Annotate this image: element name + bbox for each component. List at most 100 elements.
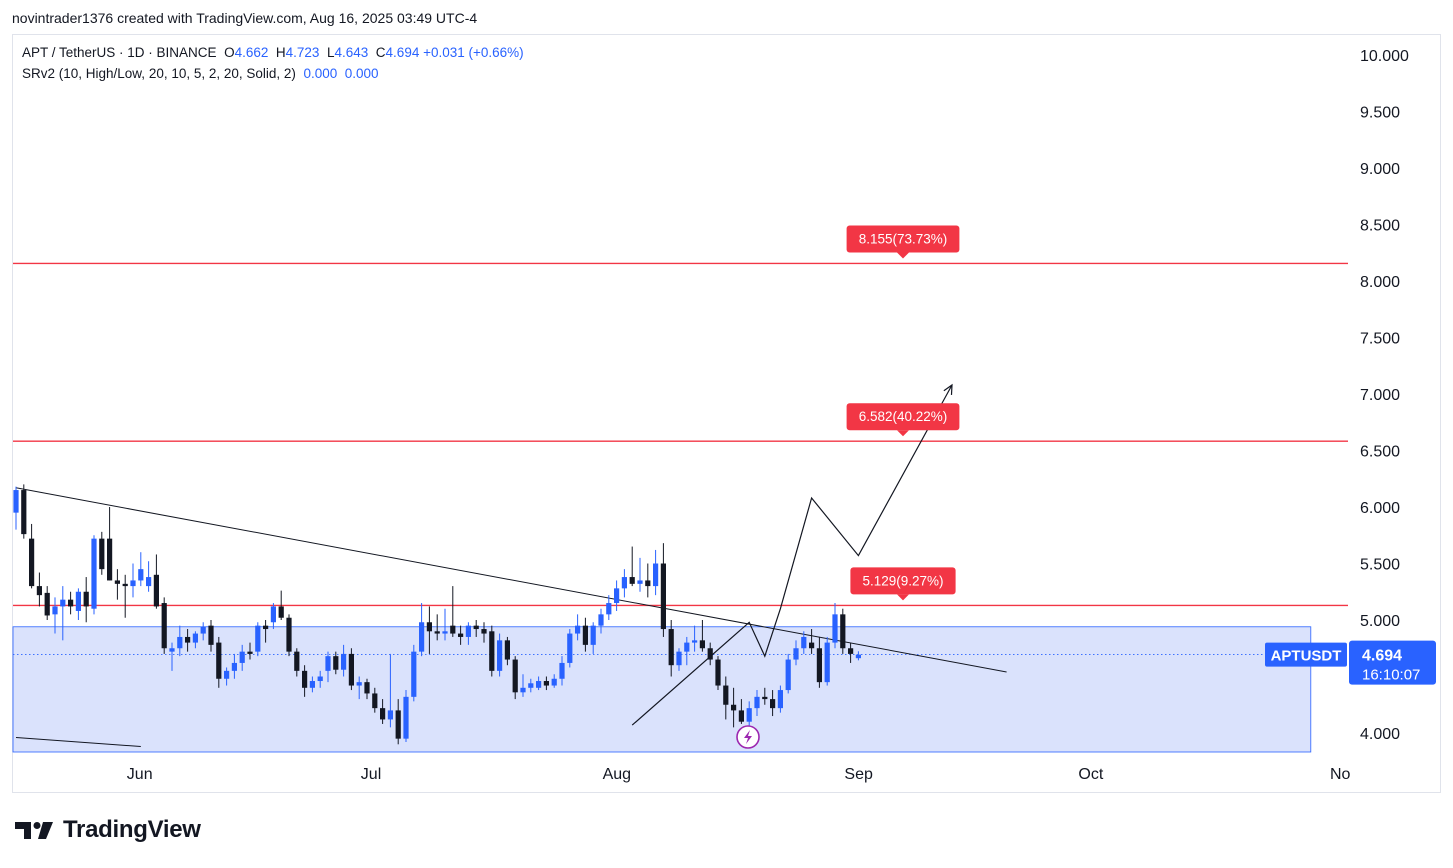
- candle[interactable]: [44, 586, 50, 620]
- candle[interactable]: [614, 580, 620, 611]
- candle[interactable]: [99, 531, 105, 575]
- candle[interactable]: [403, 690, 409, 743]
- candle[interactable]: [606, 595, 612, 620]
- candle[interactable]: [114, 569, 120, 600]
- candle[interactable]: [707, 642, 713, 666]
- candle[interactable]: [699, 620, 705, 652]
- candle[interactable]: [247, 642, 253, 660]
- resistance-label-2[interactable]: 5.129(9.27%): [850, 567, 956, 601]
- candle[interactable]: [36, 572, 42, 607]
- candle[interactable]: [68, 591, 74, 615]
- candle[interactable]: [224, 667, 230, 686]
- candle[interactable]: [395, 699, 401, 745]
- candle[interactable]: [715, 656, 721, 691]
- candle[interactable]: [497, 633, 503, 677]
- candle[interactable]: [270, 603, 276, 630]
- symbol-description[interactable]: APT / TetherUS · 1D · BINANCE: [22, 45, 217, 60]
- candle[interactable]: [684, 636, 690, 666]
- candle[interactable]: [528, 678, 534, 693]
- candle[interactable]: [621, 569, 627, 598]
- candle[interactable]: [458, 625, 464, 645]
- resistance-label-0[interactable]: 8.155(73.73%): [846, 225, 960, 259]
- candle[interactable]: [255, 622, 261, 657]
- resistance-label-1[interactable]: 6.582(40.22%): [846, 403, 960, 437]
- candle[interactable]: [770, 690, 776, 717]
- candle[interactable]: [481, 622, 487, 643]
- candle[interactable]: [231, 653, 237, 679]
- candle[interactable]: [91, 535, 97, 615]
- candle[interactable]: [130, 563, 136, 598]
- candle[interactable]: [543, 676, 549, 691]
- candle[interactable]: [723, 676, 729, 720]
- candle[interactable]: [551, 674, 557, 688]
- candle[interactable]: [754, 690, 760, 717]
- candle[interactable]: [356, 676, 362, 700]
- candle[interactable]: [185, 629, 191, 652]
- candle[interactable]: [512, 656, 518, 700]
- candle[interactable]: [294, 648, 300, 677]
- candle[interactable]: [637, 557, 643, 592]
- candle[interactable]: [731, 687, 737, 728]
- price-badge[interactable]: 4.694 16:10:07: [1349, 640, 1436, 685]
- candle[interactable]: [536, 676, 542, 691]
- candle[interactable]: [793, 640, 799, 666]
- candle[interactable]: [434, 614, 440, 641]
- candle[interactable]: [559, 656, 565, 686]
- candle[interactable]: [645, 563, 651, 598]
- candle[interactable]: [567, 629, 573, 668]
- candle[interactable]: [364, 678, 370, 700]
- candle[interactable]: [411, 644, 417, 702]
- candle[interactable]: [138, 552, 144, 587]
- candle[interactable]: [122, 574, 128, 618]
- candle[interactable]: [13, 486, 19, 530]
- candle[interactable]: [426, 606, 432, 654]
- candle[interactable]: [317, 670, 323, 688]
- candle[interactable]: [855, 651, 861, 661]
- candle[interactable]: [372, 687, 378, 713]
- candle[interactable]: [520, 674, 526, 697]
- candle[interactable]: [169, 642, 175, 671]
- candle[interactable]: [746, 701, 752, 728]
- candle[interactable]: [341, 644, 347, 677]
- candle[interactable]: [824, 636, 830, 686]
- candle[interactable]: [380, 699, 386, 724]
- candle[interactable]: [348, 648, 354, 691]
- candle[interactable]: [582, 617, 588, 652]
- candle[interactable]: [832, 603, 838, 649]
- indicator-description[interactable]: SRv2 (10, High/Low, 20, 10, 5, 2, 20, So…: [22, 66, 296, 81]
- candle[interactable]: [75, 588, 81, 620]
- candle[interactable]: [29, 523, 35, 589]
- candle[interactable]: [177, 625, 183, 657]
- candle[interactable]: [387, 653, 393, 728]
- candle[interactable]: [208, 620, 214, 652]
- candle[interactable]: [465, 622, 471, 645]
- candle[interactable]: [489, 625, 495, 677]
- candle[interactable]: [60, 586, 66, 641]
- candle[interactable]: [629, 546, 635, 587]
- candle[interactable]: [504, 636, 510, 666]
- candle[interactable]: [333, 651, 339, 675]
- candle[interactable]: [153, 554, 159, 609]
- candle[interactable]: [83, 577, 89, 623]
- candle[interactable]: [419, 603, 425, 657]
- candle[interactable]: [107, 507, 113, 581]
- candle[interactable]: [801, 631, 807, 654]
- candle[interactable]: [216, 636, 222, 688]
- symbol-badge[interactable]: APTUSDT: [1265, 642, 1347, 667]
- candle[interactable]: [668, 620, 674, 677]
- candle[interactable]: [278, 590, 284, 620]
- candle[interactable]: [840, 608, 846, 654]
- candle[interactable]: [200, 622, 206, 641]
- candle[interactable]: [653, 549, 659, 596]
- trendline-1[interactable]: [15, 737, 141, 748]
- candle[interactable]: [52, 597, 58, 634]
- candle[interactable]: [575, 614, 581, 641]
- candle[interactable]: [442, 608, 448, 641]
- candle[interactable]: [816, 636, 822, 688]
- projection-path[interactable]: [631, 384, 953, 726]
- candle[interactable]: [692, 625, 698, 652]
- candle[interactable]: [325, 651, 331, 683]
- candle[interactable]: [598, 608, 604, 634]
- candle[interactable]: [738, 699, 744, 724]
